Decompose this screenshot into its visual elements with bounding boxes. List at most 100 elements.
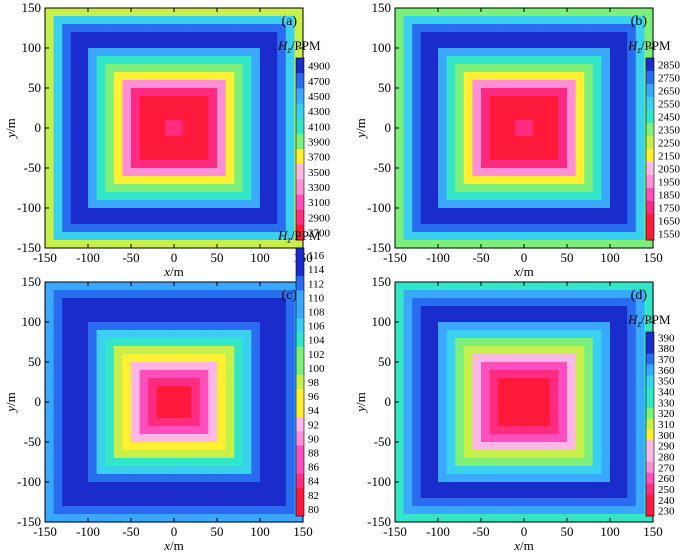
- heatmap-cell: [225, 426, 235, 435]
- heatmap-cell: [165, 346, 175, 355]
- heatmap-cell: [610, 338, 620, 347]
- heatmap-cell: [635, 402, 645, 411]
- heatmap-cell: [251, 128, 261, 137]
- heatmap-cell: [498, 282, 508, 291]
- heatmap-cell: [268, 338, 278, 347]
- heatmap-cell: [208, 104, 218, 113]
- heatmap-cell: [191, 40, 201, 49]
- heatmap-cell: [45, 314, 55, 323]
- heatmap-cell: [122, 410, 132, 419]
- heatmap-cell: [79, 88, 89, 97]
- heatmap-cell: [191, 434, 201, 443]
- heatmap-cell: [225, 338, 235, 347]
- heatmap-cell: [199, 338, 209, 347]
- heatmap-cell: [627, 322, 637, 331]
- heatmap-cell: [277, 498, 287, 507]
- heatmap-cell: [455, 104, 465, 113]
- heatmap-cell: [524, 232, 534, 241]
- heatmap-cell: [260, 120, 270, 129]
- heatmap-cell: [79, 216, 89, 225]
- heatmap-cell: [139, 48, 149, 57]
- heatmap-cell: [506, 514, 516, 523]
- heatmap-cell: [438, 216, 448, 225]
- heatmap-cell: [429, 40, 439, 49]
- heatmap-cell: [174, 442, 184, 451]
- heatmap-cell: [575, 442, 585, 451]
- heatmap-cell: [463, 338, 473, 347]
- heatmap-cell: [53, 184, 63, 193]
- heatmap-cell: [285, 386, 295, 395]
- colorbar-tick-label: 360: [658, 365, 675, 377]
- heatmap-cell: [242, 48, 252, 57]
- heatmap-cell: [592, 64, 602, 73]
- heatmap-cell: [131, 434, 141, 443]
- heatmap-cell: [53, 290, 63, 299]
- heatmap-cell: [524, 24, 534, 33]
- heatmap-cell: [515, 16, 525, 25]
- heatmap-cell: [191, 96, 201, 105]
- heatmap-cell: [541, 378, 551, 387]
- heatmap-cell: [549, 96, 559, 105]
- heatmap-cell: [139, 418, 149, 427]
- heatmap-cell: [549, 482, 559, 491]
- heatmap-cell: [515, 298, 525, 307]
- heatmap-cell: [182, 482, 192, 491]
- heatmap-cell: [242, 314, 252, 323]
- heatmap-cell: [420, 386, 430, 395]
- heatmap-cell: [148, 426, 158, 435]
- heatmap-cell: [156, 506, 166, 515]
- heatmap-cell: [506, 354, 516, 363]
- heatmap-cell: [122, 24, 132, 33]
- heatmap-cell: [610, 426, 620, 435]
- heatmap-cell: [191, 48, 201, 57]
- heatmap-cell: [285, 474, 295, 483]
- heatmap-cell: [182, 498, 192, 507]
- heatmap-cell: [174, 80, 184, 89]
- heatmap-cell: [156, 176, 166, 185]
- heatmap-cell: [567, 144, 577, 153]
- heatmap-cell: [96, 8, 106, 17]
- heatmap-cell: [489, 88, 499, 97]
- heatmap-cell: [96, 450, 106, 459]
- heatmap-cell: [182, 136, 192, 145]
- heatmap-cell: [627, 16, 637, 25]
- heatmap-cell: [53, 240, 63, 249]
- heatmap-cell: [285, 330, 295, 339]
- heatmap-cell: [148, 40, 158, 49]
- heatmap-cell: [403, 112, 413, 121]
- colorbar-tick-label: 84: [308, 476, 320, 488]
- heatmap-cell: [395, 16, 405, 25]
- heatmap-cell: [122, 112, 132, 121]
- heatmap-cell: [199, 354, 209, 363]
- colorbar-tick-label: 3500: [308, 167, 331, 179]
- heatmap-cell: [532, 322, 542, 331]
- heatmap-cell: [148, 458, 158, 467]
- heatmap-cell: [635, 144, 645, 153]
- heatmap-cell: [217, 200, 227, 209]
- heatmap-cell: [515, 120, 525, 129]
- heatmap-cell: [592, 112, 602, 121]
- heatmap-cell: [88, 322, 98, 331]
- heatmap-cell: [113, 314, 123, 323]
- heatmap-cell: [122, 104, 132, 113]
- colorbar-swatch: [296, 403, 304, 418]
- heatmap-cell: [113, 498, 123, 507]
- x-tick-label: -50: [122, 524, 139, 539]
- heatmap-cell: [532, 72, 542, 81]
- heatmap-cell: [618, 410, 628, 419]
- heatmap-cell: [412, 224, 422, 233]
- heatmap-cell: [403, 434, 413, 443]
- heatmap-cell: [575, 32, 585, 41]
- heatmap-cell: [105, 314, 115, 323]
- heatmap-cell: [438, 306, 448, 315]
- heatmap-cell: [251, 72, 261, 81]
- heatmap-cell: [446, 466, 456, 475]
- heatmap-cell: [601, 224, 611, 233]
- heatmap-cell: [122, 506, 132, 515]
- heatmap-cell: [541, 386, 551, 395]
- heatmap-cell: [610, 208, 620, 217]
- heatmap-cell: [558, 24, 568, 33]
- heatmap-cell: [472, 176, 482, 185]
- heatmap-cell: [225, 282, 235, 291]
- colorbar-tick-label: 350: [658, 376, 675, 388]
